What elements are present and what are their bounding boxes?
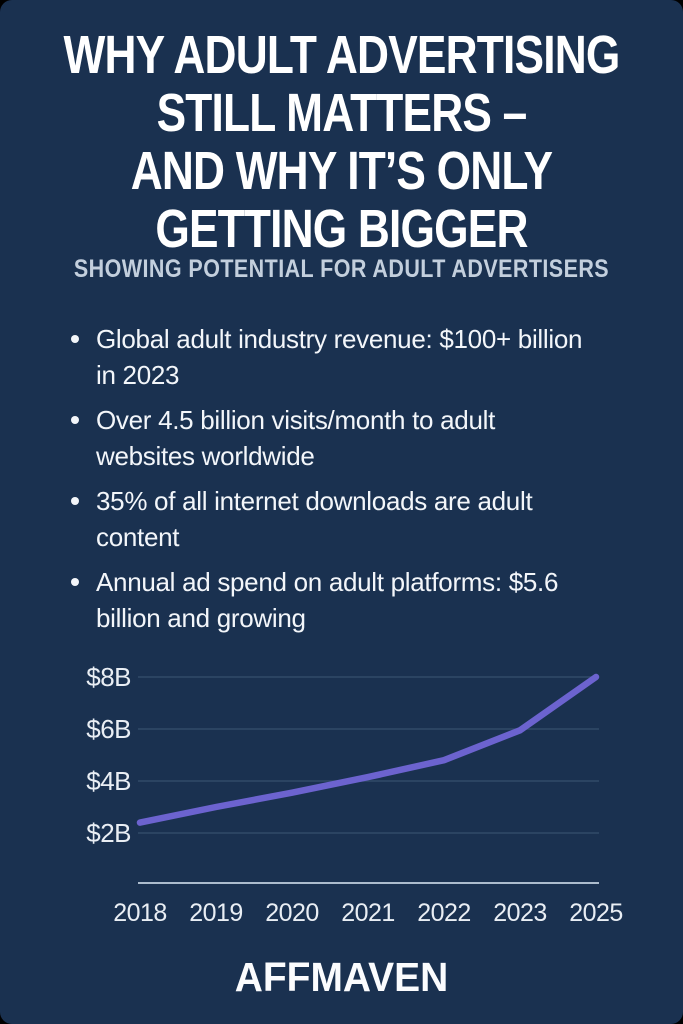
bullet-dot-icon xyxy=(71,497,79,505)
brand-logo: AFFMAVEN xyxy=(234,954,449,1000)
stats-list: Global adult industry revenue: $100+ bil… xyxy=(55,321,635,645)
stat-item-revenue: Global adult industry revenue: $100+ bil… xyxy=(55,321,635,393)
stat-text: Annual ad spend on adult platforms: $5.6… xyxy=(96,567,559,633)
y-axis-label: $8B xyxy=(86,662,131,692)
bullet-dot-icon xyxy=(71,335,79,343)
x-axis-label: 2023 xyxy=(493,899,547,927)
stat-text: Global adult industry revenue: $100+ bil… xyxy=(96,324,583,390)
x-axis-label: 2018 xyxy=(113,899,167,927)
stat-text: Over 4.5 billion visits/month to adult w… xyxy=(96,405,496,471)
bullet-dot-icon xyxy=(71,578,79,586)
stat-item-visits: Over 4.5 billion visits/month to adult w… xyxy=(55,402,635,474)
stat-item-downloads: 35% of all internet downloads are adult … xyxy=(55,483,635,555)
stat-text: 35% of all internet downloads are adult … xyxy=(96,486,533,552)
y-axis-label: $2B xyxy=(86,818,131,848)
bullet-dot-icon xyxy=(71,416,79,424)
x-axis-label: 2025 xyxy=(569,899,623,927)
x-axis-label: 2019 xyxy=(189,899,243,927)
y-axis-label: $6B xyxy=(86,714,131,744)
y-axis-label: $4B xyxy=(86,766,131,796)
x-axis-label: 2022 xyxy=(417,899,471,927)
page-title: WHY ADULT ADVERTISING STILL MATTERS – AN… xyxy=(63,25,621,259)
x-axis-label: 2021 xyxy=(341,899,395,927)
x-axis-label: 2020 xyxy=(265,899,319,927)
revenue-chart: $2B $4B $6B $8B 2018 2019 2020 2021 2022 2023 2025 xyxy=(86,662,623,927)
revenue-line xyxy=(136,673,600,826)
stat-item-ad-spend: Annual ad spend on adult platforms: $5.6… xyxy=(55,564,635,636)
page-subtitle: SHOWING POTENTIAL FOR ADULT ADVERTISERS xyxy=(73,255,610,283)
